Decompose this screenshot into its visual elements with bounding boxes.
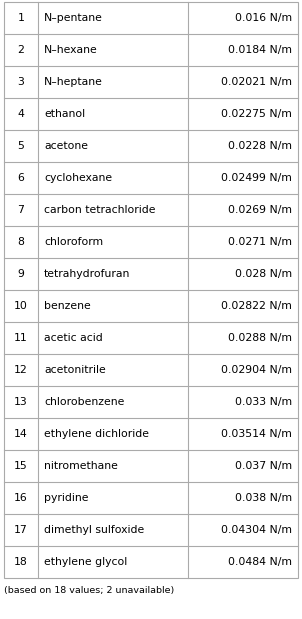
- Text: 16: 16: [14, 493, 28, 503]
- Text: 0.028 N/m: 0.028 N/m: [235, 269, 292, 279]
- Text: chlorobenzene: chlorobenzene: [44, 397, 124, 407]
- Text: (based on 18 values; 2 unavailable): (based on 18 values; 2 unavailable): [4, 586, 174, 595]
- Text: 6: 6: [18, 173, 24, 183]
- Text: tetrahydrofuran: tetrahydrofuran: [44, 269, 130, 279]
- Text: 4: 4: [18, 109, 24, 119]
- Text: 0.0271 N/m: 0.0271 N/m: [228, 237, 292, 247]
- Text: 0.0184 N/m: 0.0184 N/m: [228, 45, 292, 55]
- Text: 0.038 N/m: 0.038 N/m: [235, 493, 292, 503]
- Text: 15: 15: [14, 461, 28, 471]
- Text: acetic acid: acetic acid: [44, 333, 103, 343]
- Text: 5: 5: [18, 141, 24, 151]
- Text: 0.03514 N/m: 0.03514 N/m: [221, 429, 292, 439]
- Text: acetonitrile: acetonitrile: [44, 365, 106, 375]
- Text: ethylene glycol: ethylene glycol: [44, 557, 127, 567]
- Text: 0.037 N/m: 0.037 N/m: [235, 461, 292, 471]
- Text: ethanol: ethanol: [44, 109, 85, 119]
- Text: ethylene dichloride: ethylene dichloride: [44, 429, 149, 439]
- Text: 0.0269 N/m: 0.0269 N/m: [228, 205, 292, 215]
- Text: 0.033 N/m: 0.033 N/m: [235, 397, 292, 407]
- Text: 10: 10: [14, 301, 28, 311]
- Text: nitromethane: nitromethane: [44, 461, 118, 471]
- Text: 1: 1: [18, 13, 24, 23]
- Text: cyclohexane: cyclohexane: [44, 173, 112, 183]
- Text: 0.0228 N/m: 0.0228 N/m: [228, 141, 292, 151]
- Text: 0.02822 N/m: 0.02822 N/m: [221, 301, 292, 311]
- Text: 11: 11: [14, 333, 28, 343]
- Text: 8: 8: [18, 237, 24, 247]
- Text: 18: 18: [14, 557, 28, 567]
- Text: 0.02499 N/m: 0.02499 N/m: [221, 173, 292, 183]
- Text: 0.04304 N/m: 0.04304 N/m: [221, 525, 292, 535]
- Text: 0.02904 N/m: 0.02904 N/m: [221, 365, 292, 375]
- Text: 0.02021 N/m: 0.02021 N/m: [221, 77, 292, 87]
- Text: N–pentane: N–pentane: [44, 13, 103, 23]
- Text: 17: 17: [14, 525, 28, 535]
- Text: 14: 14: [14, 429, 28, 439]
- Text: pyridine: pyridine: [44, 493, 88, 503]
- Text: 3: 3: [18, 77, 24, 87]
- Text: 2: 2: [18, 45, 24, 55]
- Text: dimethyl sulfoxide: dimethyl sulfoxide: [44, 525, 144, 535]
- Text: 0.02275 N/m: 0.02275 N/m: [221, 109, 292, 119]
- Text: 0.016 N/m: 0.016 N/m: [235, 13, 292, 23]
- Text: benzene: benzene: [44, 301, 91, 311]
- Text: 7: 7: [18, 205, 24, 215]
- Text: 0.0288 N/m: 0.0288 N/m: [228, 333, 292, 343]
- Text: carbon tetrachloride: carbon tetrachloride: [44, 205, 156, 215]
- Text: 9: 9: [18, 269, 24, 279]
- Text: N–hexane: N–hexane: [44, 45, 98, 55]
- Text: 13: 13: [14, 397, 28, 407]
- Text: acetone: acetone: [44, 141, 88, 151]
- Text: 0.0484 N/m: 0.0484 N/m: [228, 557, 292, 567]
- Text: chloroform: chloroform: [44, 237, 103, 247]
- Text: N–heptane: N–heptane: [44, 77, 103, 87]
- Text: 12: 12: [14, 365, 28, 375]
